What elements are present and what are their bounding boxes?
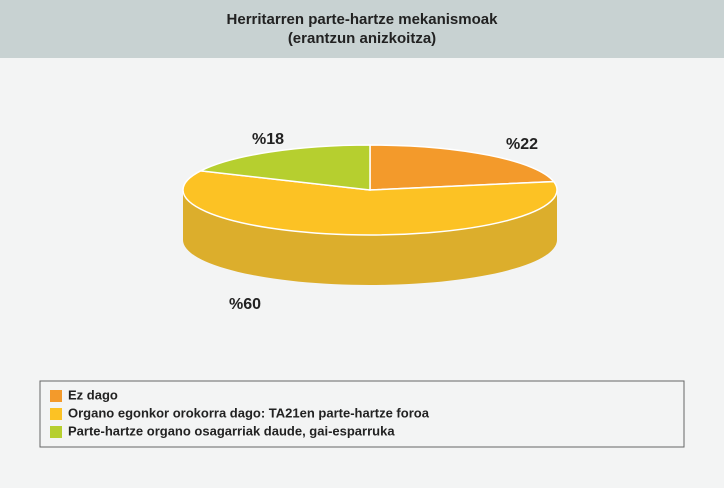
legend-label: Ez dago <box>68 387 118 402</box>
chart-subtitle: (erantzun anizkoitza) <box>288 30 436 47</box>
legend-swatch <box>50 390 62 402</box>
slice <box>369 144 556 191</box>
slice <box>182 170 558 236</box>
legend-box <box>39 380 685 448</box>
chart-title: Herritarren parte-hartze mekanismoak <box>227 11 499 28</box>
slice-side <box>183 190 557 285</box>
legend-label: Organo egonkor orokorra dago: TA21en par… <box>68 405 430 420</box>
legend-swatch <box>50 426 62 438</box>
data-label: %18 <box>252 131 284 148</box>
data-label: %22 <box>506 136 538 153</box>
slice <box>198 144 371 191</box>
legend-label: Parte-hartze organo osagarriak daude, ga… <box>68 423 395 438</box>
title-bar <box>0 0 724 58</box>
data-label: %60 <box>229 296 261 313</box>
legend-swatch <box>50 408 62 420</box>
